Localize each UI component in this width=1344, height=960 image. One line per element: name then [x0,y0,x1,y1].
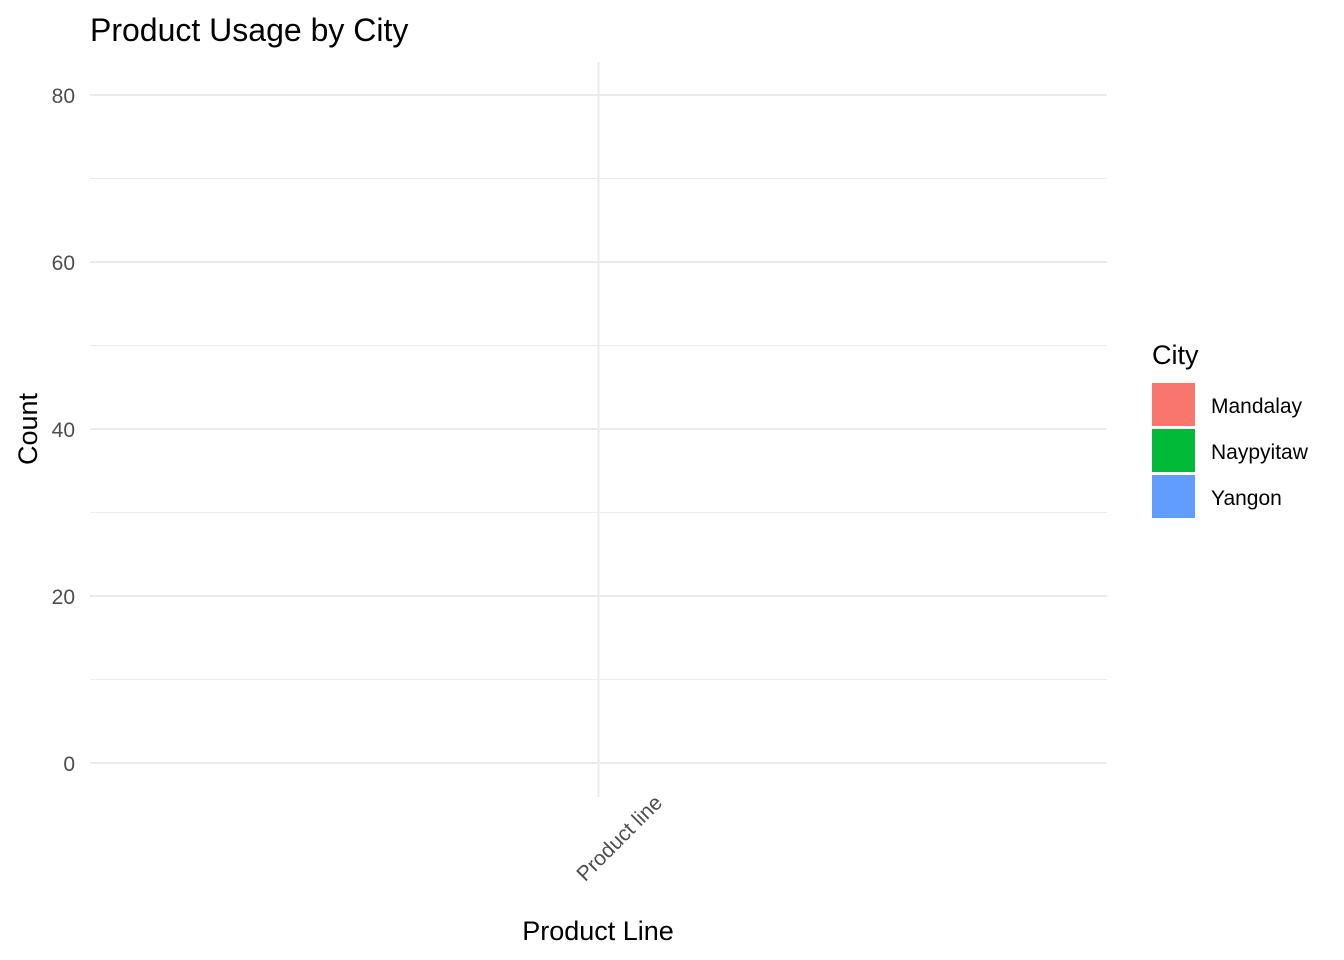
legend-label-yangon: Yangon [1211,487,1282,510]
y-axis-ticks: 0 20 40 60 80 [52,85,75,776]
y-axis-title: Count [13,392,43,465]
legend-key-naypyitaw [1152,429,1195,472]
legend-label-mandalay: Mandalay [1211,395,1303,418]
x-tick-label: Product line [572,791,667,886]
legend-key-yangon [1152,475,1195,518]
y-tick-label: 20 [52,586,75,609]
x-axis-title: Product Line [522,916,674,946]
y-tick-label: 80 [52,85,75,108]
y-tick-label: 60 [52,252,75,275]
y-tick-label: 0 [63,753,75,776]
x-axis-ticks: Product line [572,791,667,886]
chart-title: Product Usage by City [90,12,408,48]
grid [90,62,1107,797]
legend-key-mandalay [1152,383,1195,426]
legend-title: City [1152,340,1199,370]
y-tick-label: 40 [52,419,75,442]
legend-label-naypyitaw: Naypyitaw [1211,441,1309,464]
legend: City Mandalay Naypyitaw Yangon [1152,340,1309,518]
